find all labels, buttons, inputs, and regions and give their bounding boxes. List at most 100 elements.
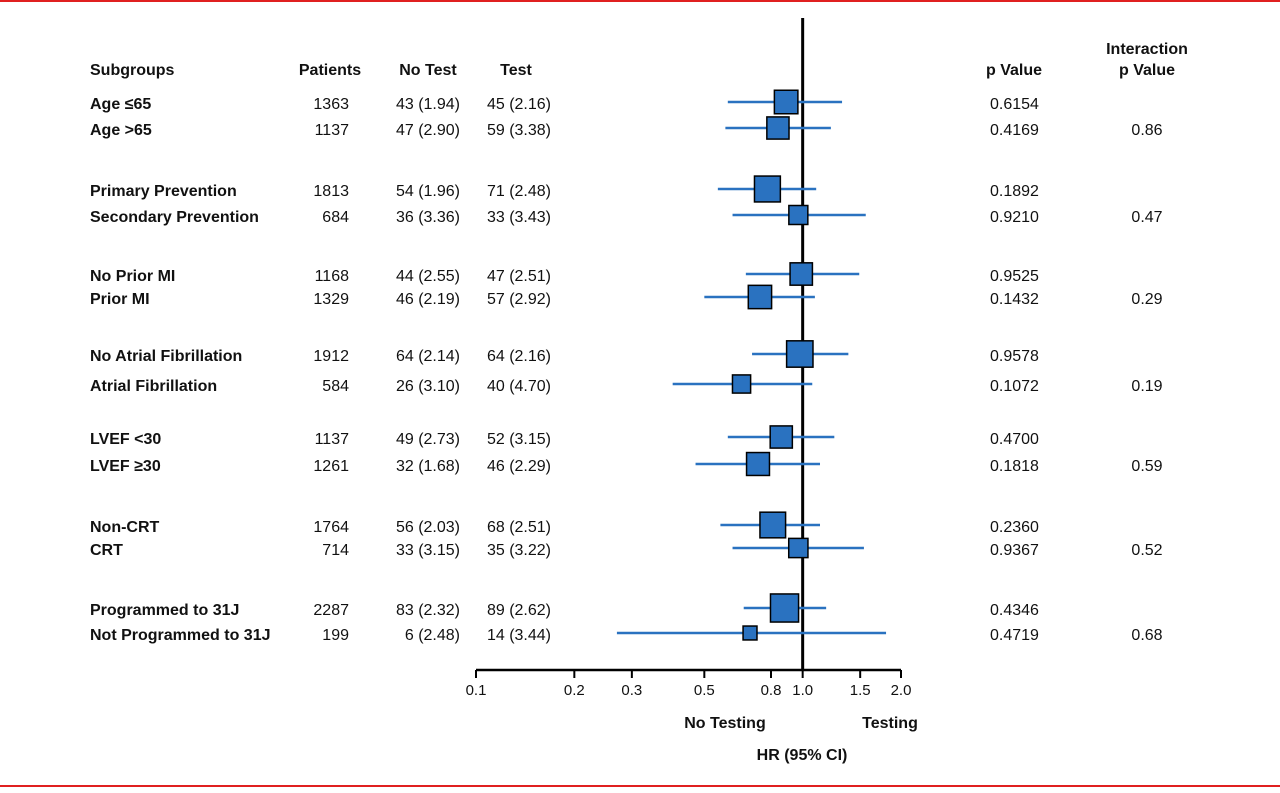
x-tick-label: 0.2	[564, 682, 585, 699]
test: 52 (3.15)	[487, 431, 551, 448]
patients: 584	[322, 378, 349, 395]
interaction-p: 0.29	[1131, 291, 1162, 308]
x-tick-label: 0.3	[621, 682, 642, 699]
test: 40 (4.70)	[487, 378, 551, 395]
no-test: 56 (2.03)	[396, 519, 460, 536]
subgroup-label: No Atrial Fibrillation	[90, 348, 242, 365]
x-tick-label: 0.8	[761, 682, 782, 699]
patients: 1363	[313, 96, 349, 113]
no-test: 26 (3.10)	[396, 378, 460, 395]
hr-square	[747, 284, 773, 310]
subgroup-label: Primary Prevention	[90, 183, 237, 200]
test: 14 (3.44)	[487, 627, 551, 644]
no-test: 64 (2.14)	[396, 348, 460, 365]
header-test: Test	[500, 62, 532, 79]
subgroup-label: CRT	[90, 542, 123, 559]
p-value: 0.9367	[990, 542, 1039, 559]
subgroup-label: No Prior MI	[90, 268, 175, 285]
test: 57 (2.92)	[487, 291, 551, 308]
subgroup-label: Secondary Prevention	[90, 209, 259, 226]
right-label: Testing	[862, 715, 918, 732]
patients: 684	[322, 209, 349, 226]
test: 64 (2.16)	[487, 348, 551, 365]
no-test: 43 (1.94)	[396, 96, 460, 113]
test: 46 (2.29)	[487, 458, 551, 475]
x-tick-label: 0.1	[466, 682, 487, 699]
test: 89 (2.62)	[487, 602, 551, 619]
hr-square	[773, 89, 799, 115]
no-test: 6 (2.48)	[405, 627, 460, 644]
interaction-p: 0.47	[1131, 209, 1162, 226]
hr-square	[753, 175, 782, 203]
hr-square	[789, 262, 814, 286]
interaction-p: 0.86	[1131, 122, 1162, 139]
hr-square	[788, 204, 809, 226]
subgroup-label: LVEF ≥30	[90, 458, 161, 475]
interaction-p: 0.68	[1131, 627, 1162, 644]
p-value: 0.9210	[990, 209, 1039, 226]
subgroup-label: Programmed to 31J	[90, 602, 239, 619]
header-p-value: p Value	[986, 62, 1042, 79]
hr-square	[769, 593, 800, 623]
interaction-p: 0.52	[1131, 542, 1162, 559]
test: 71 (2.48)	[487, 183, 551, 200]
p-value: 0.1072	[990, 378, 1039, 395]
patients: 1329	[313, 291, 349, 308]
subgroup-label: Not Programmed to 31J	[90, 627, 270, 644]
no-test: 46 (2.19)	[396, 291, 460, 308]
hr-square	[769, 425, 794, 449]
test: 33 (3.43)	[487, 209, 551, 226]
hr-square	[785, 340, 814, 368]
hr-square	[731, 374, 752, 394]
p-value: 0.4169	[990, 122, 1039, 139]
x-axis-label: HR (95% CI)	[757, 747, 848, 764]
no-test: 49 (2.73)	[396, 431, 460, 448]
patients: 2287	[313, 602, 349, 619]
p-value: 0.1892	[990, 183, 1039, 200]
header-subgroups: Subgroups	[90, 62, 175, 79]
x-tick-label: 2.0	[891, 682, 912, 699]
header-no-test: No Test	[399, 62, 457, 79]
hr-square	[766, 116, 790, 140]
p-value: 0.6154	[990, 96, 1039, 113]
test: 59 (3.38)	[487, 122, 551, 139]
p-value: 0.2360	[990, 519, 1039, 536]
subgroup-label: Age ≤65	[90, 96, 151, 113]
patients: 1261	[313, 458, 349, 475]
patients: 199	[322, 627, 349, 644]
test: 68 (2.51)	[487, 519, 551, 536]
p-value: 0.1818	[990, 458, 1039, 475]
p-value: 0.4346	[990, 602, 1039, 619]
interaction-p: 0.19	[1131, 378, 1162, 395]
patients: 714	[322, 542, 349, 559]
no-test: 44 (2.55)	[396, 268, 460, 285]
p-value: 0.4700	[990, 431, 1039, 448]
subgroup-label: Prior MI	[90, 291, 150, 308]
header-patients: Patients	[299, 62, 361, 79]
patients: 1168	[315, 268, 350, 285]
p-value: 0.4719	[990, 627, 1039, 644]
hr-square	[787, 537, 809, 559]
test: 35 (3.22)	[487, 542, 551, 559]
no-test: 54 (1.96)	[396, 183, 460, 200]
patients: 1137	[315, 122, 350, 139]
subgroup-label: Age >65	[90, 122, 152, 139]
header-interaction: p Value	[1119, 62, 1175, 79]
no-test: 83 (2.32)	[396, 602, 460, 619]
x-tick-label: 0.5	[694, 682, 715, 699]
no-test: 33 (3.15)	[396, 542, 460, 559]
no-test: 36 (3.36)	[396, 209, 460, 226]
test: 45 (2.16)	[487, 96, 551, 113]
p-value: 0.9578	[990, 348, 1039, 365]
hr-square	[759, 511, 787, 539]
patients: 1137	[315, 431, 350, 448]
subgroup-label: Atrial Fibrillation	[90, 378, 217, 395]
patients: 1764	[313, 519, 349, 536]
left-label: No Testing	[684, 715, 765, 732]
no-test: 47 (2.90)	[396, 122, 460, 139]
hr-square	[745, 451, 771, 477]
subgroup-label: Non-CRT	[90, 519, 160, 536]
no-test: 32 (1.68)	[396, 458, 460, 475]
